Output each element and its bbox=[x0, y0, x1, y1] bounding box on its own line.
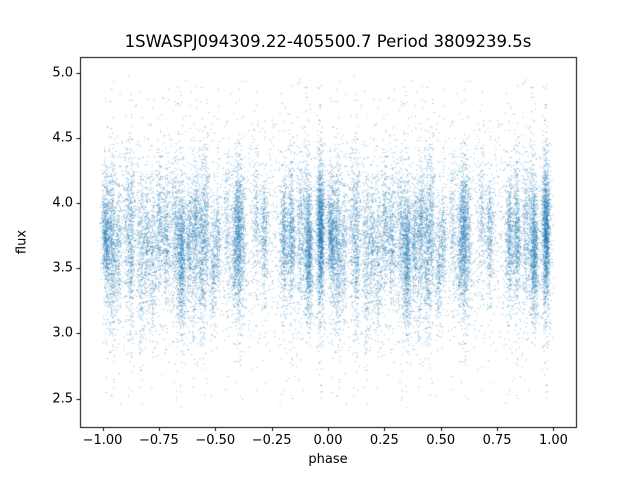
y-axis-label: flux bbox=[14, 229, 30, 255]
x-axis-label: phase bbox=[308, 452, 348, 467]
chart-title: 1SWASPJ094309.22-405500.7 Period 3809239… bbox=[124, 32, 532, 51]
